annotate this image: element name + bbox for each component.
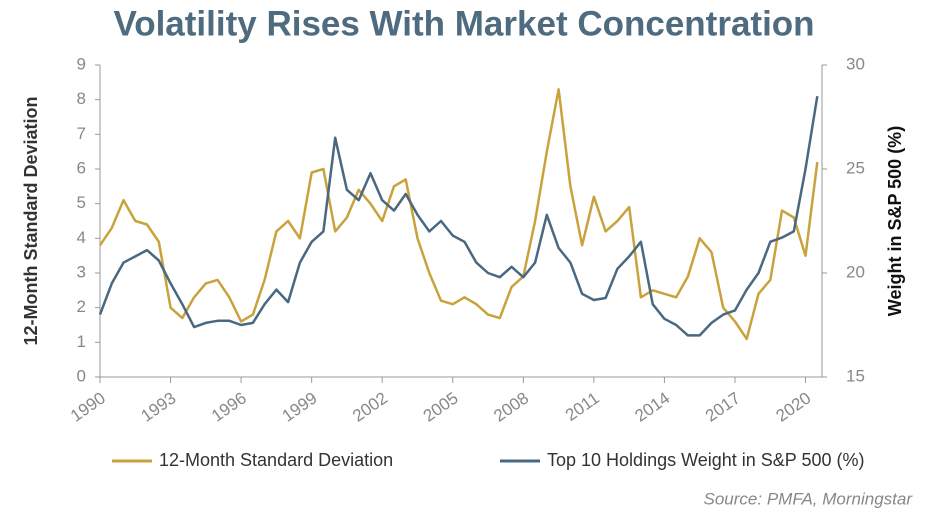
y-tick-label: 0 [77,366,86,385]
x-tick-label: 1990 [67,388,109,425]
source-note: Source: PMFA, Morningstar [704,489,914,508]
legend-label: Top 10 Holdings Weight in S&P 500 (%) [547,450,865,470]
x-tick-label: 2011 [562,388,603,425]
x-tick-label: 2014 [631,388,673,425]
y2-tick-label: 20 [846,262,865,281]
y-tick-label: 1 [77,332,86,351]
y2-axis-title: Weight in S&P 500 (%) [885,126,905,316]
y-tick-label: 7 [77,124,86,143]
x-tick-label: 1996 [208,388,250,425]
y-tick-label: 5 [77,193,86,212]
y-tick-label: 6 [77,158,86,177]
y2-tick-label: 25 [846,158,865,177]
y-tick-label: 4 [77,228,86,247]
series-line [98,96,819,337]
legend-label: 12-Month Standard Deviation [159,450,393,470]
x-tick-label: 2008 [490,388,532,425]
y2-tick-label: 15 [846,366,865,385]
series-line [98,88,819,341]
x-tick-label: 2020 [773,388,815,425]
x-tick-label: 2002 [349,388,391,425]
y-tick-label: 9 [77,54,86,73]
x-tick-label: 2005 [420,388,462,425]
y-axis-title: 12-Month Standard Deviation [21,96,41,345]
y-tick-label: 3 [77,262,86,281]
chart-title: Volatility Rises With Market Concentrati… [113,4,814,43]
y2-tick-label: 30 [846,54,865,73]
x-tick-label: 2017 [702,388,744,425]
y-tick-label: 8 [77,89,86,108]
x-tick-label: 1999 [279,388,321,425]
y-tick-label: 2 [77,297,86,316]
x-tick-label: 1993 [138,388,180,425]
